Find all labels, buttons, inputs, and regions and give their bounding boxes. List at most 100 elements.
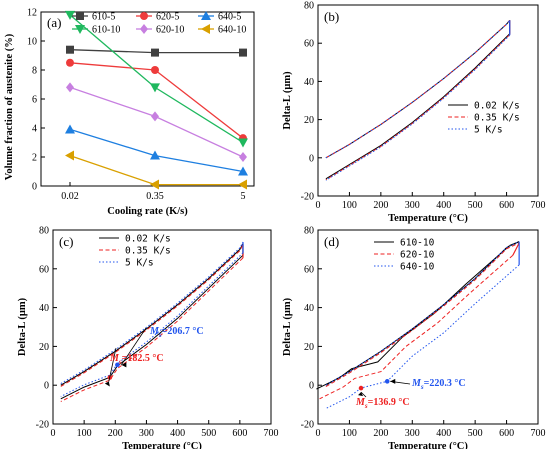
series-line-620-10 [69, 86, 244, 158]
series-line-640-10 [69, 154, 243, 186]
y-tick-label: 20 [304, 342, 314, 353]
y-tick-label: 60 [304, 39, 314, 50]
legend-label-a: 640-5 [218, 12, 241, 23]
y-tick-label: 20 [304, 115, 314, 126]
x-tick-label: 200 [373, 428, 388, 439]
series-a-640-10 [65, 150, 247, 190]
ms-annotation: Ms=182.5 °C [104, 347, 164, 387]
legend-label: 5 K/s [125, 258, 154, 269]
panel-label: (c) [59, 234, 73, 249]
marker-circle [66, 58, 74, 67]
ms-label: Ms=182.5 °C [109, 353, 164, 366]
legend-label-a: 610-10 [92, 25, 120, 36]
ms-point [115, 362, 120, 368]
curve-5 K/s [60, 241, 244, 397]
marker-triangle-left [238, 179, 247, 190]
series-a-610-10 [65, 10, 248, 148]
y-tick-label: 40 [39, 303, 49, 314]
x-tick-label: 300 [405, 428, 420, 439]
y-tick-label: -20 [301, 420, 314, 431]
legend-label: 5 K/s [474, 125, 503, 136]
legend-item: 0.35 K/s [99, 246, 171, 257]
x-tick-label: 100 [342, 200, 357, 211]
marker-diamond [140, 24, 148, 34]
panel-label: (d) [324, 234, 339, 249]
marker-triangle-down [75, 25, 85, 34]
x-tick-label: 700 [531, 200, 546, 211]
cooling-curve [319, 254, 514, 400]
marker-triangle-up [150, 150, 160, 160]
x-tick-label: 0 [316, 200, 321, 211]
legend-label-a: 620-5 [156, 12, 179, 23]
legend-item: 0.35 K/s [448, 113, 520, 124]
x-tick-label: 500 [468, 428, 483, 439]
x-tick-label: 700 [264, 428, 279, 439]
ms-arrow [108, 347, 117, 382]
legend-item-a: 620-5 [136, 12, 179, 23]
series-line-640-5 [69, 128, 244, 173]
marker-diamond [66, 82, 74, 93]
series-a-640-5 [65, 124, 248, 176]
panel-label-a: (a) [47, 15, 61, 30]
y-tick-label-a: 2 [32, 153, 37, 164]
heating-curve [60, 241, 244, 385]
cooling-curve [325, 34, 511, 181]
marker-square [66, 45, 74, 54]
legend-label: 0.35 K/s [474, 113, 520, 124]
series-a-620-10 [66, 82, 247, 162]
legend-item-a: 610-10 [72, 25, 120, 36]
cooling-curve [60, 252, 244, 397]
marker-triangle-left [201, 24, 210, 34]
x-tick-label: 600 [499, 200, 514, 211]
heating-curve [60, 244, 244, 387]
series-a-620-5 [66, 58, 247, 143]
marker-triangle-up [65, 124, 75, 134]
marker-triangle-left [65, 150, 74, 161]
marker-triangle-up [201, 11, 211, 20]
marker-circle [151, 66, 159, 74]
ms-annotation: Ms=136.9 °C [355, 385, 410, 410]
heating-curve [325, 19, 511, 159]
heating-curve [325, 242, 520, 388]
x-axis-label: Temperature (°C) [388, 213, 468, 224]
panel-a: 0 2 4 6 8 10 12 0.02 0.35 5 Cooling rate (K/s) Volu… [4, 8, 255, 217]
y-axis-label: Delta-L (μm) [282, 71, 293, 130]
series-a-610-5 [66, 45, 247, 57]
legend-item: 5 K/s [448, 125, 503, 136]
x-tick-label: 700 [531, 428, 546, 439]
ms-subscript: s [158, 331, 162, 339]
legend-item-a: 610-5 [72, 12, 115, 23]
ms-label: Ms=206.7 °C [149, 326, 204, 339]
heating-curve [325, 241, 520, 386]
ms-subscript: s [364, 402, 368, 410]
marker-diamond [151, 111, 159, 122]
x-tick-label-a: 0.35 [146, 191, 164, 202]
y-axis-label: Delta-L (μm) [282, 297, 293, 356]
legend-item: 0.02 K/s [448, 101, 520, 112]
panel-frame-c [52, 229, 272, 425]
panel-label: (b) [324, 9, 339, 24]
panel-frame-d [317, 229, 539, 425]
ms-label: Ms=136.9 °C [355, 397, 410, 410]
marker-square [151, 48, 159, 57]
cooling-curve [60, 254, 244, 400]
x-tick-label: 0 [51, 428, 56, 439]
y-tick-label: 0 [309, 381, 314, 392]
legend-label: 610-10 [400, 238, 435, 249]
ms-arrow [121, 327, 147, 366]
y-axis-label: Delta-L (μm) [17, 297, 28, 356]
x-tick-label: 400 [170, 428, 185, 439]
marker-triangle-up [238, 166, 248, 176]
ms-subscript: s [420, 383, 424, 391]
curve-5 K/s [325, 19, 511, 181]
x-tick-label-a: 5 [241, 191, 246, 202]
legend-item-a: 620-10 [136, 24, 184, 36]
ms-point [358, 385, 364, 391]
cooling-curve [60, 257, 244, 402]
legend-item: 620-10 [374, 250, 435, 261]
x-tick-label: 600 [499, 428, 514, 439]
ms-label: Ms=220.3 °C [411, 378, 466, 391]
cooling-curve [325, 34, 511, 181]
